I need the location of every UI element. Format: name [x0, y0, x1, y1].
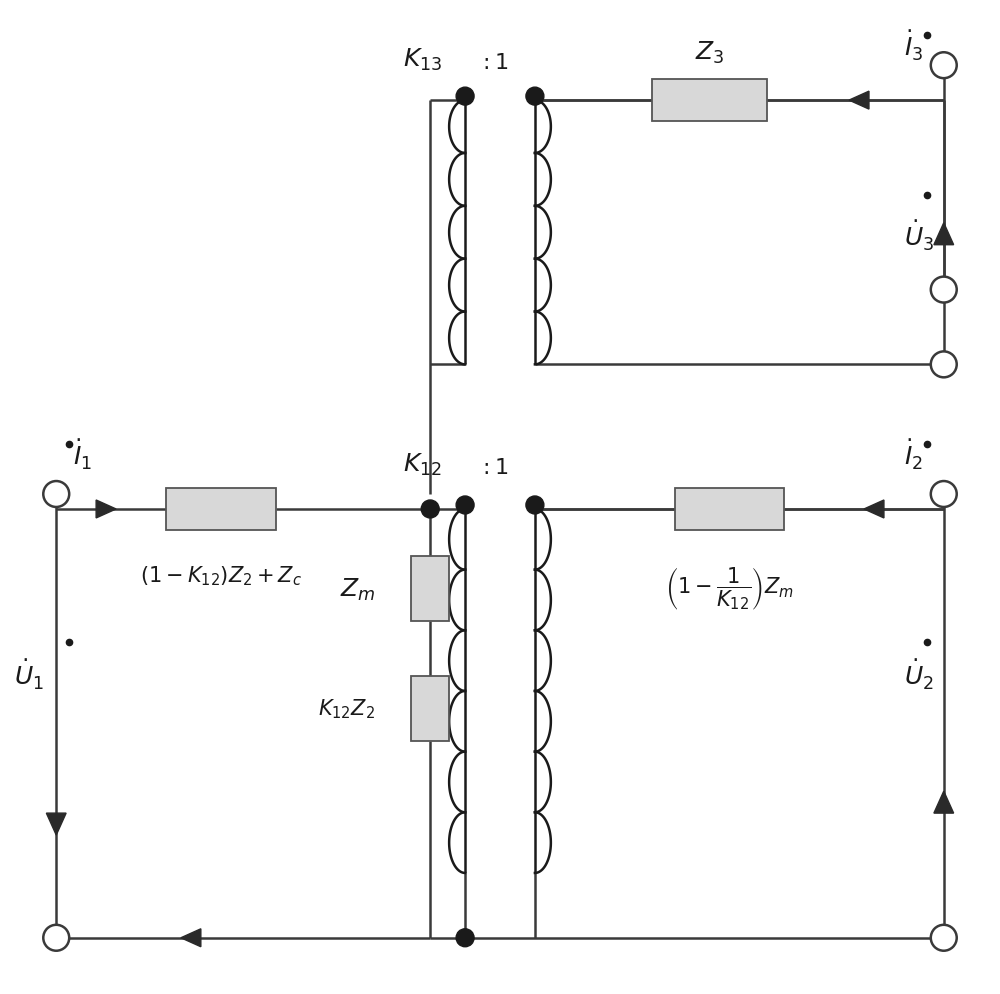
Circle shape [931, 54, 957, 80]
Text: $\left(1-\dfrac{1}{K_{12}}\right)Z_m$: $\left(1-\dfrac{1}{K_{12}}\right)Z_m$ [665, 565, 794, 611]
Circle shape [43, 924, 69, 951]
Circle shape [421, 501, 439, 519]
Text: $K_{12}Z_2$: $K_{12}Z_2$ [318, 697, 375, 721]
Polygon shape [934, 224, 954, 246]
Polygon shape [181, 928, 201, 947]
Bar [166, 488, 276, 531]
Text: $\dot{U}_1$: $\dot{U}_1$ [14, 657, 44, 691]
Circle shape [456, 496, 474, 515]
Polygon shape [96, 501, 116, 519]
Text: $\dot{U}_3$: $\dot{U}_3$ [904, 219, 934, 252]
Text: $\dot{I}_2$: $\dot{I}_2$ [904, 437, 923, 471]
Text: $K_{13}$: $K_{13}$ [403, 47, 442, 74]
Circle shape [456, 88, 474, 106]
Circle shape [931, 352, 957, 378]
Circle shape [931, 924, 957, 951]
Polygon shape [46, 813, 66, 835]
Circle shape [931, 481, 957, 508]
Text: $\dot{I}_3$: $\dot{I}_3$ [904, 29, 923, 64]
Polygon shape [934, 791, 954, 813]
Polygon shape [864, 501, 884, 519]
Bar [652, 81, 767, 122]
Bar [675, 488, 784, 531]
Circle shape [526, 496, 544, 515]
Text: $(1-K_{12})Z_2+Z_c$: $(1-K_{12})Z_2+Z_c$ [140, 565, 302, 587]
Text: $\dot{I}_1$: $\dot{I}_1$ [73, 437, 92, 471]
Text: $K_{12}$: $K_{12}$ [403, 451, 442, 477]
Circle shape [43, 481, 69, 508]
Text: $Z_m$: $Z_m$ [340, 577, 375, 602]
Polygon shape [849, 92, 869, 110]
Text: $Z_3$: $Z_3$ [695, 40, 724, 67]
Circle shape [456, 928, 474, 947]
Bar [411, 676, 449, 742]
Text: $\dot{U}_2$: $\dot{U}_2$ [904, 657, 934, 691]
Circle shape [931, 277, 957, 303]
Text: $:1$: $:1$ [478, 457, 508, 477]
Bar [411, 557, 449, 621]
Text: $:1$: $:1$ [478, 53, 508, 74]
Circle shape [526, 88, 544, 106]
